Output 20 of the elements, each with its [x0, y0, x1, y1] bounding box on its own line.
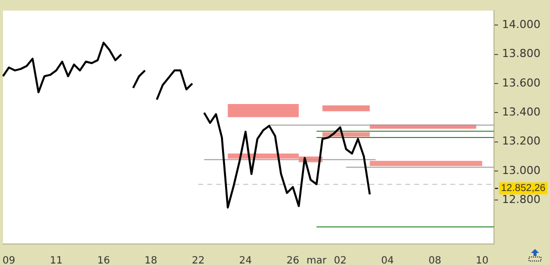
x-tick-label: 26 [286, 256, 300, 265]
y-tick-label: 13.000 [502, 164, 540, 177]
x-tick-label: 09 [2, 256, 16, 265]
x-tick-label: 22 [192, 256, 205, 265]
x-tick-label: 24 [239, 256, 252, 265]
y-tick-label: 13.400 [502, 106, 540, 119]
text: 12.852,26 [501, 183, 546, 194]
x-tick-label: 02 [334, 256, 347, 265]
x-tick-label: 04 [381, 256, 394, 265]
x-tick-label: mar [306, 256, 328, 265]
x-tick-label: 08 [428, 256, 442, 265]
x-tick-label: 11 [50, 256, 63, 265]
x-tick-label: 16 [97, 256, 110, 265]
y-tick-label: 13.800 [502, 47, 540, 60]
x-tick-label: 18 [144, 256, 158, 265]
y-tick-label: 13.600 [502, 76, 540, 90]
y-tick-label: 12.800 [502, 193, 540, 206]
y-tick-label: 13.200 [502, 134, 540, 148]
x-tick-label: 10 [476, 256, 489, 265]
y-tick-label: 14.000 [502, 18, 540, 32]
